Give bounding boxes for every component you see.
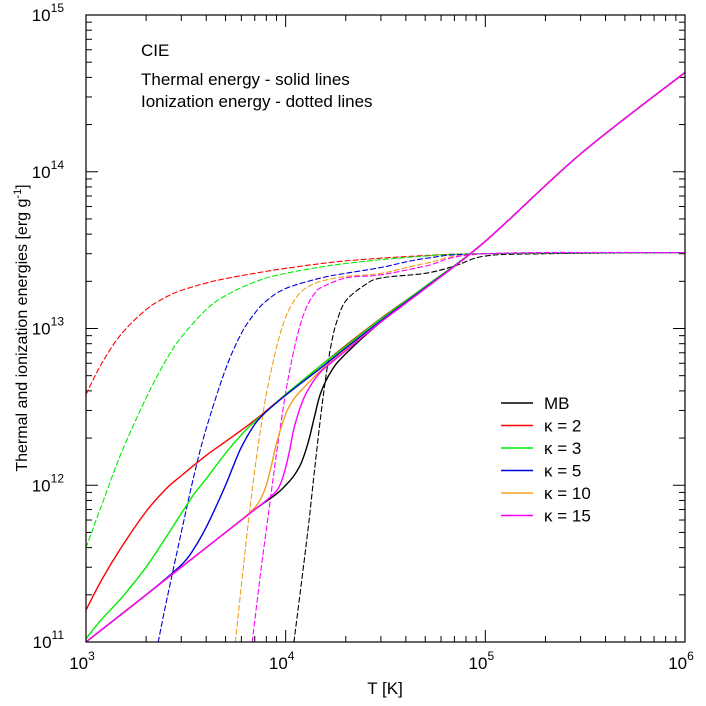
legend-label-kappa-2: κ = 2	[544, 417, 581, 436]
x-tick-label: 103	[69, 649, 95, 673]
ionization-curve-kappa-10	[234, 251, 685, 642]
legend-label-mb: MB	[544, 394, 570, 413]
y-axis-label-close: ]	[14, 184, 31, 188]
thermal-curve-kappa-15	[86, 71, 685, 642]
y-tick-label: 1013	[32, 315, 65, 339]
x-axis-label: T [K]	[367, 679, 403, 698]
legend-label-kappa-10: κ = 10	[544, 484, 591, 503]
annotation-cie: CIE	[141, 41, 169, 60]
y-tick-label: 1012	[32, 471, 65, 495]
y-tick-label: 1014	[32, 158, 65, 182]
y-tick-label: 1011	[33, 628, 65, 652]
series-curves	[86, 71, 685, 642]
y-tick-labels: 1011 1012 1013 1014 1015	[32, 1, 65, 652]
y-axis-label: Thermal and ionization energies [erg g-1…	[12, 184, 31, 471]
legend-label-kappa-3: κ = 3	[544, 439, 581, 458]
x-tick-label: 106	[668, 649, 694, 673]
x-tick-label: 104	[269, 649, 295, 673]
x-tick-label: 105	[469, 649, 495, 673]
plot-frame	[85, 14, 686, 643]
legend: MB κ = 2 κ = 3 κ = 5 κ = 10 κ = 15	[501, 394, 591, 526]
y-tick-label: 1015	[32, 1, 65, 25]
annotation-thermal: Thermal energy - solid lines	[141, 70, 350, 89]
ionization-curve-kappa-2	[86, 252, 685, 395]
ionization-curve-kappa-5	[157, 252, 685, 642]
ionization-curve-kappa-3	[86, 252, 685, 549]
ionization-curve-kappa-15	[251, 251, 685, 642]
ionization-curve-mb	[293, 252, 685, 642]
y-axis-label-text: Thermal and ionization energies [erg g	[14, 199, 31, 472]
legend-label-kappa-5: κ = 5	[544, 462, 581, 481]
y-axis-label-sup: -1	[12, 189, 24, 199]
annotation-ionization: Ionization energy - dotted lines	[141, 92, 373, 111]
x-tick-labels: 103 104 105 106	[69, 649, 694, 673]
legend-label-kappa-15: κ = 15	[544, 507, 591, 526]
